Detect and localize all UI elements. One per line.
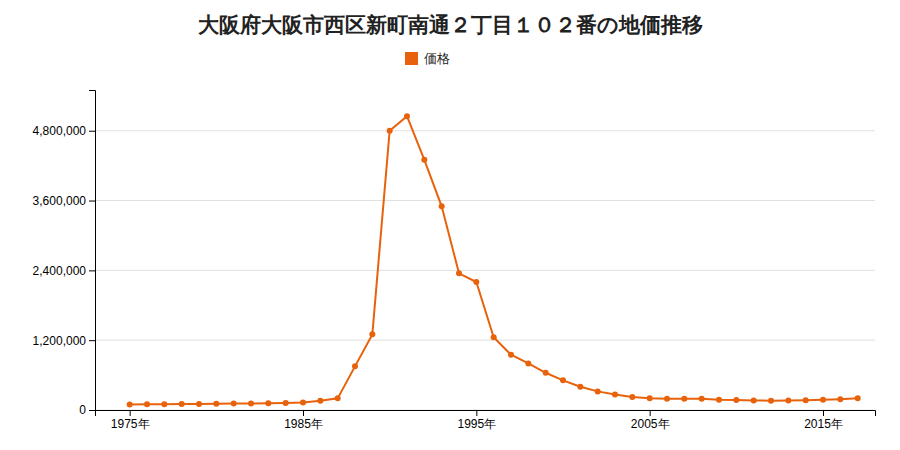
x-tick-mark [303, 410, 304, 416]
point [491, 334, 497, 340]
point [231, 401, 237, 407]
point [785, 398, 791, 404]
point [681, 396, 687, 402]
y-tick-label: 3,600,000 [33, 194, 87, 208]
point [439, 203, 445, 209]
y-tick-label: 2,400,000 [33, 264, 87, 278]
point [803, 397, 809, 403]
y-axis: 0 1,200,000 2,400,000 3,600,000 4,800,000 [33, 91, 96, 418]
point [248, 400, 254, 406]
marks [127, 113, 861, 407]
plot-area: 0 1,200,000 2,400,000 3,600,000 4,800,000 197… [33, 91, 876, 431]
x-tick-label: 2015年 [804, 417, 843, 431]
y-tick: 0 [79, 403, 95, 417]
y-tick-mark [89, 270, 95, 271]
point [196, 401, 202, 407]
x-tick: 1985年 [284, 410, 323, 431]
y-tick: 3,600,000 [33, 194, 95, 208]
point [179, 401, 185, 407]
x-tick: 2015年 [804, 410, 843, 431]
x-tick: 1975年 [111, 410, 150, 431]
y-tick-mark [89, 340, 95, 341]
y-tick: 1,200,000 [33, 334, 95, 348]
y-tick-mark [89, 131, 95, 132]
point [161, 401, 167, 407]
chart: 大阪府大阪市西区新町南通２丁目１０２番の地価推移 0 1,200,000 2,400,… [0, 0, 900, 450]
point [369, 331, 375, 337]
x-tick-mark [130, 410, 131, 416]
x-tick-label: 1975年 [111, 417, 150, 431]
point [595, 388, 601, 394]
x-tick-mark [823, 410, 824, 416]
grid [95, 131, 875, 410]
point [525, 360, 531, 366]
point [751, 397, 757, 403]
point [144, 401, 150, 407]
point [699, 396, 705, 402]
grid-line [95, 200, 875, 201]
legend-swatch [405, 52, 418, 65]
x-tick-label: 2005年 [631, 417, 670, 431]
x-axis-line [96, 411, 876, 417]
point [733, 397, 739, 403]
point [317, 398, 323, 404]
point [456, 270, 462, 276]
point [508, 352, 514, 358]
point [213, 401, 219, 407]
point [300, 399, 306, 405]
point [335, 395, 341, 401]
point [664, 396, 670, 402]
grid-line [95, 340, 875, 341]
x-axis: 1975年 1985年 1995年 2005年 2015年 [96, 410, 876, 431]
y-tick-label: 1,200,000 [33, 334, 87, 348]
y-tick-mark [89, 410, 95, 411]
point [127, 401, 133, 407]
point [473, 279, 479, 285]
point [421, 157, 427, 163]
point [543, 370, 549, 376]
x-tick-mark [476, 410, 477, 416]
y-tick-mark [89, 201, 95, 202]
point [629, 394, 635, 400]
point [577, 384, 583, 390]
y-tick: 4,800,000 [33, 124, 95, 138]
point [855, 395, 861, 401]
grid-line [95, 130, 875, 131]
legend-item: 価格 [405, 51, 450, 66]
x-tick-label: 1985年 [284, 417, 323, 431]
point [716, 397, 722, 403]
point [387, 128, 393, 134]
point [820, 397, 826, 403]
line [130, 116, 858, 404]
x-tick-mark [650, 410, 651, 416]
point [647, 395, 653, 401]
y-tick-label: 0 [79, 403, 86, 417]
title: 大阪府大阪市西区新町南通２丁目１０２番の地価推移 [198, 13, 703, 37]
x-tick: 2005年 [631, 410, 670, 431]
y-tick: 2,400,000 [33, 264, 95, 278]
legend: 価格 [405, 51, 450, 66]
point [560, 377, 566, 383]
point [837, 396, 843, 402]
point [404, 113, 410, 119]
x-tick-label: 1995年 [457, 417, 496, 431]
y-axis-line [89, 91, 96, 411]
y-tick-label: 4,800,000 [33, 124, 87, 138]
x-tick: 1995年 [457, 410, 496, 431]
point [265, 400, 271, 406]
point [768, 398, 774, 404]
point [283, 400, 289, 406]
legend-label: 価格 [424, 51, 450, 66]
point [612, 392, 618, 398]
grid-line [95, 270, 875, 271]
point [352, 363, 358, 369]
